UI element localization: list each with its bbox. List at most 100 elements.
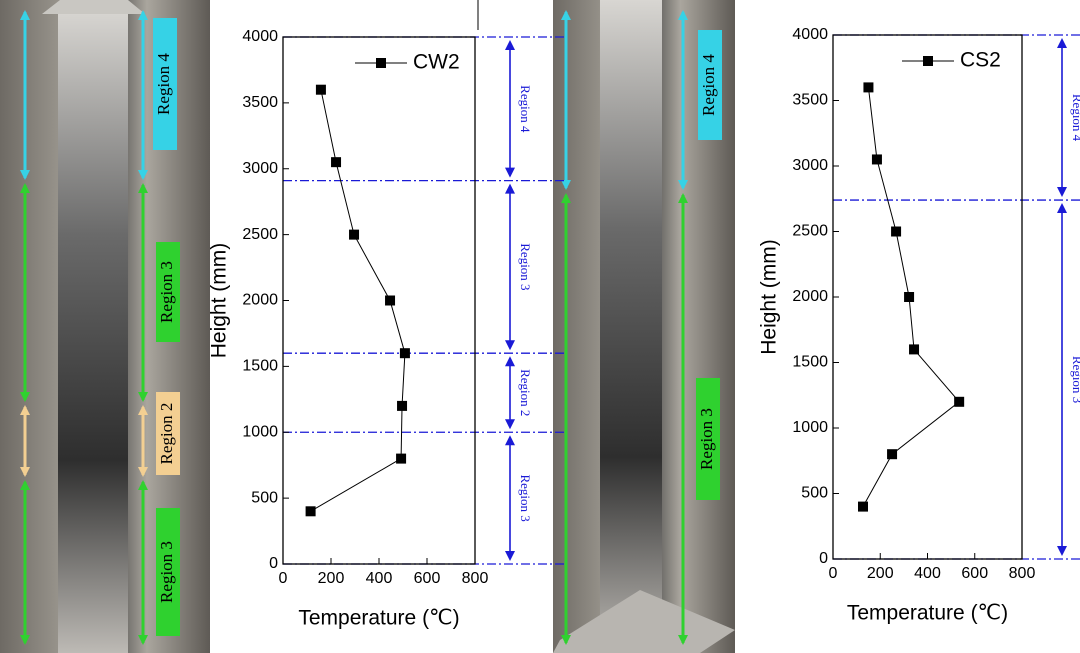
arrow-head — [138, 480, 148, 490]
y-tick-label: 2000 — [242, 292, 278, 309]
region-arrow — [505, 356, 515, 430]
x-tick-label: 0 — [279, 570, 288, 587]
data-point — [349, 229, 360, 240]
y-tick-label: 0 — [819, 550, 828, 567]
arrow-head — [561, 10, 571, 20]
data-point — [331, 157, 342, 168]
data-point — [904, 292, 915, 302]
y-tick-label: 3500 — [242, 94, 278, 111]
arrow-head — [1057, 203, 1067, 214]
y-tick-label: 3500 — [792, 92, 828, 109]
x-tick-label: 0 — [829, 565, 838, 582]
photo-label: Region 3 — [157, 541, 176, 603]
photo-label-bg — [153, 18, 177, 150]
arrow-head — [20, 10, 30, 20]
arrow-head — [138, 635, 148, 645]
arrow-head — [678, 193, 688, 203]
photo-arrow — [561, 10, 571, 190]
photo-arrow — [20, 405, 30, 477]
y-tick-label: 3000 — [792, 157, 828, 174]
data-point — [396, 453, 407, 464]
x-tick-label: 200 — [867, 565, 894, 582]
arrow-head — [20, 467, 30, 477]
photo-label: Region 3 — [697, 408, 716, 470]
photo-label-bg — [156, 242, 180, 342]
region-label: Region 2 — [518, 369, 533, 416]
data-point — [887, 449, 898, 460]
arrow-head — [20, 392, 30, 402]
photo-label: Region 4 — [154, 53, 173, 115]
data-point — [385, 295, 396, 306]
x-axis-label: Temperature (℃) — [847, 602, 1008, 625]
region-arrow — [505, 183, 515, 351]
photo-arrow — [678, 193, 688, 645]
plot-frame — [832, 34, 1023, 560]
y-tick-label: 2500 — [792, 223, 828, 240]
data-point — [891, 226, 902, 237]
arrow-head — [505, 340, 515, 351]
data-point — [397, 400, 408, 411]
arrow-head — [20, 480, 30, 490]
photo-arrow — [138, 10, 148, 180]
photo-label-bg — [698, 30, 722, 140]
y-tick-label: 500 — [251, 489, 278, 506]
region-arrow — [1057, 203, 1067, 556]
y-tick-label: 2000 — [792, 288, 828, 305]
y-tick-label: 0 — [269, 555, 278, 572]
photo-arrow — [138, 183, 148, 402]
legend-label: CW2 — [413, 51, 460, 74]
arrow-head — [505, 183, 515, 194]
x-tick-label: 600 — [961, 565, 988, 582]
arrow-head — [20, 170, 30, 180]
data-point — [858, 501, 869, 512]
legend-label: CS2 — [960, 49, 1001, 72]
arrow-head — [505, 40, 515, 50]
arrow-head — [505, 551, 515, 561]
y-tick-label: 4000 — [792, 26, 828, 43]
region-arrow — [505, 40, 515, 178]
arrow-head — [20, 405, 30, 415]
photo-arrow — [20, 480, 30, 645]
arrow-head — [561, 193, 571, 203]
plot-frame — [282, 36, 476, 565]
arrow-head — [1057, 187, 1067, 198]
arrow-head — [505, 435, 515, 446]
region-label: Region 4 — [1070, 94, 1080, 142]
photo-label: Region 4 — [699, 54, 718, 116]
data-point — [399, 348, 410, 359]
region-label: Region 3 — [518, 243, 533, 290]
data-point — [305, 506, 316, 517]
arrow-head — [678, 180, 688, 190]
photo-arrow — [678, 10, 688, 190]
arrow-head — [138, 405, 148, 415]
arrow-head — [138, 467, 148, 477]
y-tick-label: 500 — [801, 485, 828, 502]
data-point — [909, 344, 920, 355]
arrow-head — [678, 10, 688, 20]
x-tick-label: 600 — [414, 570, 441, 587]
photo-arrow — [138, 405, 148, 477]
arrow-head — [561, 635, 571, 645]
arrow-head — [561, 180, 571, 190]
arrow-head — [505, 167, 515, 178]
y-tick-label: 4000 — [242, 28, 278, 45]
y-tick-label: 3000 — [242, 160, 278, 177]
photo-label-bg — [156, 392, 180, 475]
arrow-head — [138, 170, 148, 180]
y-axis-label: Height (mm) — [208, 243, 231, 359]
arrow-head — [138, 183, 148, 193]
photo-label-bg — [156, 508, 180, 636]
photo-label-bg — [696, 378, 720, 500]
arrow-head — [678, 635, 688, 645]
arrow-head — [1057, 546, 1067, 556]
data-point — [954, 396, 965, 407]
series-line — [310, 89, 406, 512]
data-point — [863, 82, 874, 93]
y-tick-label: 1500 — [242, 358, 278, 375]
photo-arrow — [138, 480, 148, 645]
region-label: Region 3 — [1070, 356, 1080, 403]
x-tick-label: 400 — [914, 565, 941, 582]
y-tick-label: 1500 — [792, 354, 828, 371]
y-axis-label: Height (mm) — [758, 239, 781, 355]
